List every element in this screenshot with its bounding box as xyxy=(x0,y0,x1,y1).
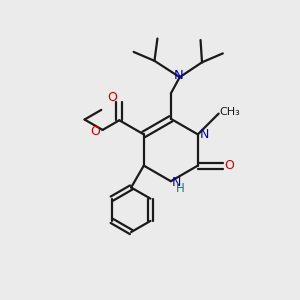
Text: H: H xyxy=(176,182,185,195)
Text: O: O xyxy=(225,159,235,172)
Text: N: N xyxy=(200,128,209,141)
Text: N: N xyxy=(172,176,181,189)
Text: O: O xyxy=(107,91,117,103)
Text: CH₃: CH₃ xyxy=(220,107,240,117)
Text: N: N xyxy=(173,69,183,82)
Text: O: O xyxy=(91,125,100,138)
